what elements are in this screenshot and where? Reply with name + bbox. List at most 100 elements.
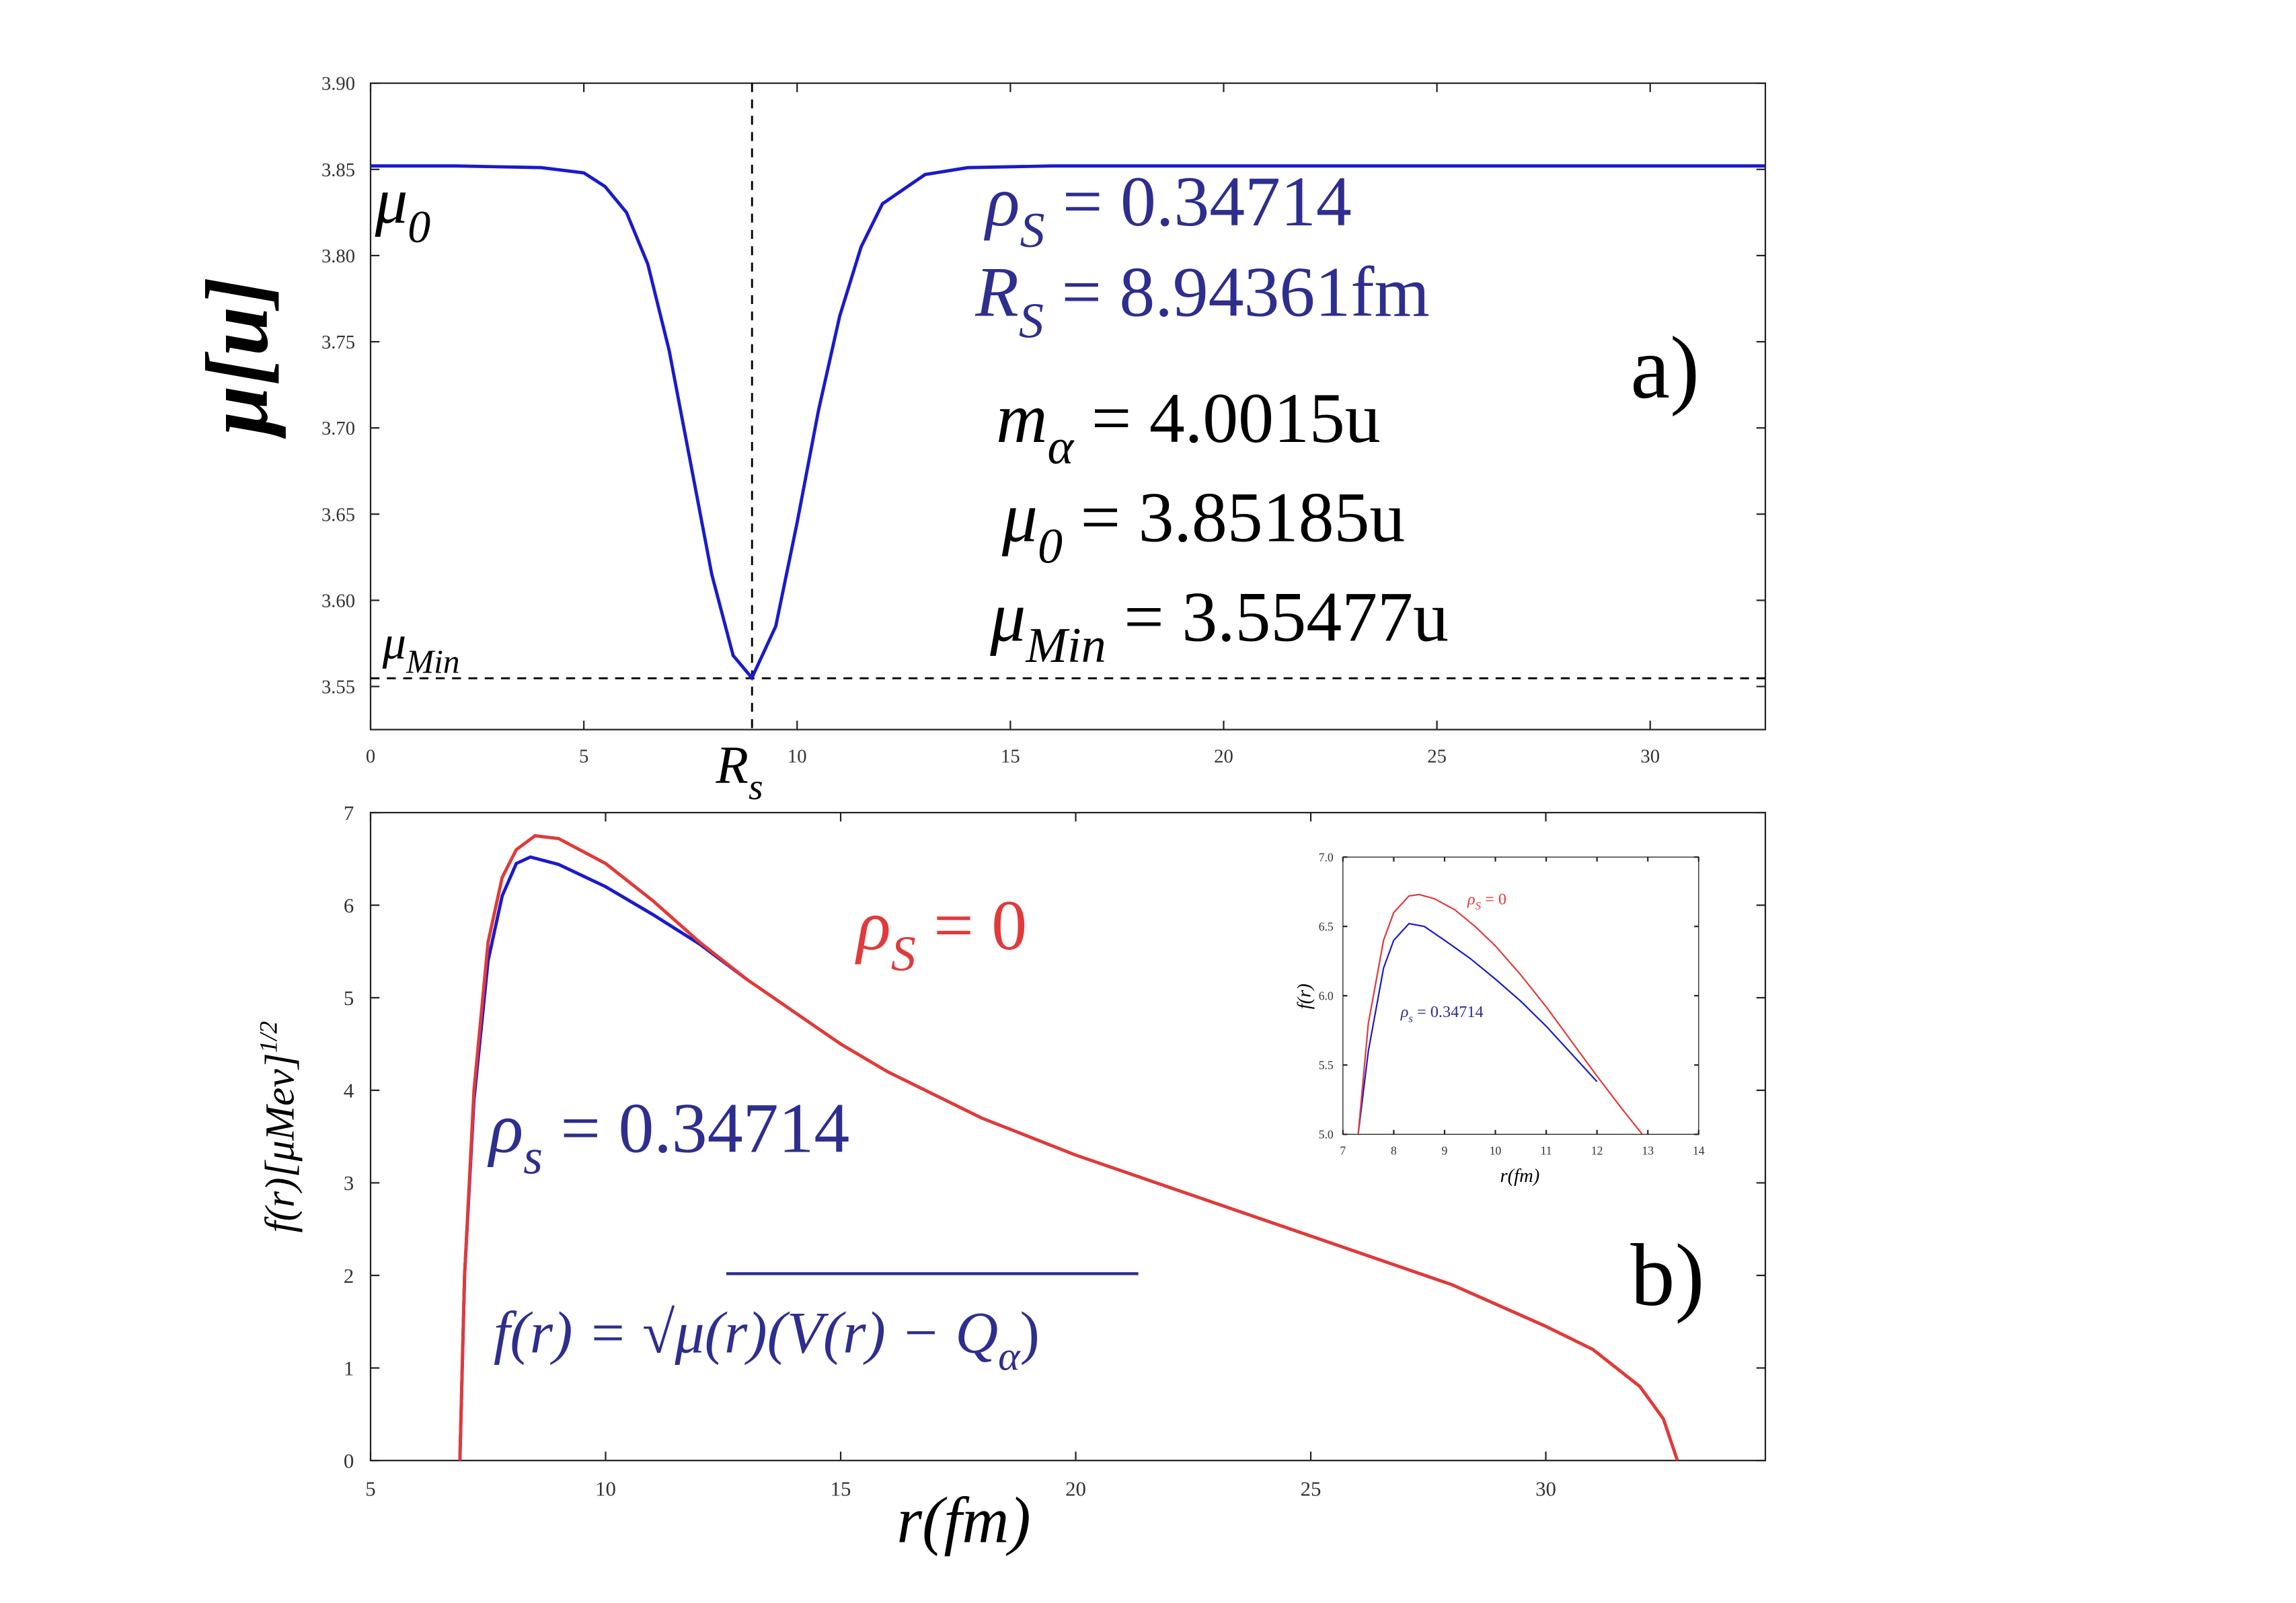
text-part: r(fm)	[896, 1484, 1030, 1556]
text-part: S	[1019, 293, 1044, 348]
x-tick-label: 8	[1391, 1144, 1397, 1157]
y-tick-label: 3.85	[321, 159, 355, 181]
annotation: ρs = 0.34714	[1400, 1003, 1484, 1024]
text-part: = 3.85185u	[1063, 478, 1405, 557]
y-tick-label: 3.75	[321, 332, 355, 353]
text-part: μ	[382, 617, 406, 669]
y-tick-label: 7	[344, 802, 354, 825]
y-tick-label: 1	[344, 1357, 354, 1380]
text-part: = 0.34714	[543, 1089, 849, 1168]
x-tick-label: 15	[1001, 745, 1020, 767]
annotation: r(fm)	[1500, 1165, 1539, 1187]
text-part: μ[u]	[188, 277, 286, 439]
text-part: 0	[1038, 519, 1063, 574]
text-part: S	[891, 927, 916, 982]
x-tick-label: 11	[1541, 1144, 1552, 1157]
annotation: ρS = 0	[855, 886, 1027, 982]
y-tick-label: 6.0	[1319, 989, 1334, 1002]
x-tick-label: 10	[1490, 1144, 1502, 1157]
text-part: α	[998, 1334, 1021, 1380]
text-part: μ	[989, 577, 1026, 656]
text-part: μ	[1001, 478, 1038, 557]
x-tick-label: 0	[366, 745, 375, 767]
x-tick-label: 12	[1591, 1144, 1603, 1157]
annotation: mα = 4.0015u	[996, 379, 1381, 475]
text-part: s	[1408, 1012, 1413, 1024]
y-tick-label: 3.90	[321, 73, 355, 95]
annotation: ρs = 0.34714	[487, 1089, 849, 1185]
text-part: f(r)	[1293, 983, 1315, 1009]
text-part: m	[996, 379, 1047, 457]
y-tick-label: 3.65	[321, 504, 355, 525]
annotation: μ0	[375, 165, 431, 252]
text-part: Min	[406, 643, 460, 680]
text-part: s	[523, 1129, 543, 1185]
text-part: f(r) = √μ(r)(V(r) − Q	[494, 1300, 998, 1366]
annotation: RS = 8.94361fm	[974, 253, 1430, 349]
text-part: α	[1047, 420, 1075, 475]
annotation: f(r)[μMev]1/2	[256, 1021, 303, 1233]
annotation: μMin	[382, 617, 460, 680]
x-tick-label: 20	[1214, 745, 1233, 767]
text-part: = 0	[916, 886, 1027, 965]
text-part: = 8.94361fm	[1044, 253, 1430, 332]
x-tick-label: 9	[1442, 1144, 1448, 1157]
x-tick-label: 10	[788, 745, 807, 767]
text-part: μ	[375, 165, 408, 237]
y-tick-label: 5.5	[1319, 1058, 1334, 1072]
y-tick-label: 6.5	[1319, 920, 1334, 933]
x-tick-label: 30	[1640, 745, 1660, 767]
data-line	[1357, 922, 1598, 1135]
y-tick-label: 3.70	[321, 418, 355, 439]
y-tick-label: 3	[344, 1172, 354, 1195]
text-part: ρ	[1400, 1003, 1409, 1021]
x-tick-label: 10	[595, 1478, 616, 1501]
text-part: ρ	[855, 886, 891, 965]
text-part: a)	[1630, 318, 1699, 417]
y-tick-label: 3.80	[321, 246, 355, 267]
x-tick-label: 30	[1535, 1478, 1556, 1501]
annotation: μ0 = 3.85185u	[1001, 478, 1405, 574]
text-part: ρ	[487, 1089, 523, 1168]
x-tick-label: 5	[365, 1478, 375, 1501]
text-part: S	[1020, 203, 1044, 258]
y-tick-label: 7.0	[1319, 850, 1334, 864]
data-line	[371, 164, 1765, 681]
x-tick-label: 15	[831, 1478, 851, 1501]
y-tick-label: 0	[344, 1450, 354, 1472]
plot-frame	[369, 811, 1767, 1462]
x-tick-label: 25	[1427, 745, 1447, 767]
text-part: = 0.34714	[1044, 162, 1351, 241]
x-tick-label: 25	[1301, 1478, 1322, 1501]
annotation: μMin = 3.55477u	[989, 577, 1449, 673]
text-part: = 0.34714	[1413, 1003, 1484, 1021]
y-tick-label: 5	[344, 987, 354, 1010]
annotation: a)	[1630, 318, 1699, 417]
y-tick-label: 6	[344, 894, 354, 917]
annotation: r(fm)	[896, 1484, 1030, 1556]
text-part: Min	[1025, 618, 1106, 673]
y-tick-label: 4	[344, 1080, 354, 1103]
text-part: ρ	[1467, 891, 1476, 909]
text-part: s	[749, 767, 763, 808]
x-tick-label: 13	[1642, 1144, 1654, 1157]
x-tick-label: 5	[579, 745, 588, 767]
plot-frame	[369, 82, 1767, 731]
plot-frame	[1342, 856, 1699, 1135]
text-part: r(fm)	[1500, 1165, 1539, 1187]
y-tick-label: 3.55	[321, 677, 355, 698]
text-part: )	[1020, 1300, 1040, 1366]
annotation: f(r) = √μ(r)(V(r) − Qα)	[494, 1300, 1040, 1379]
text-part: = 0	[1481, 891, 1506, 909]
data-line	[1357, 893, 1644, 1135]
annotation: b)	[1630, 1226, 1704, 1325]
text-part: b)	[1630, 1226, 1704, 1325]
annotation: ρS = 0.34714	[984, 162, 1352, 258]
text-part: f(r)[μMev]	[257, 1053, 303, 1232]
text-part: = 4.0015u	[1073, 379, 1380, 457]
x-tick-label: 7	[1340, 1144, 1346, 1157]
text-part: = 3.55477u	[1106, 577, 1449, 656]
annotation: Rs	[716, 736, 763, 808]
text-part: 1/2	[256, 1021, 283, 1053]
x-tick-label: 20	[1065, 1478, 1086, 1501]
